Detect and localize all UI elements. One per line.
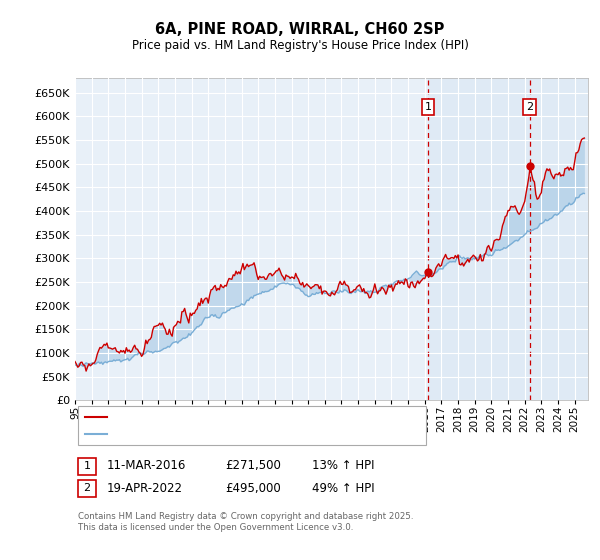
Text: £495,000: £495,000 xyxy=(225,482,281,495)
Text: 2: 2 xyxy=(526,102,533,112)
Text: 2: 2 xyxy=(83,483,91,493)
Text: 6A, PINE ROAD, WIRRAL, CH60 2SP: 6A, PINE ROAD, WIRRAL, CH60 2SP xyxy=(155,22,445,38)
Text: 49% ↑ HPI: 49% ↑ HPI xyxy=(312,482,374,495)
Text: 6A, PINE ROAD, WIRRAL, CH60 2SP (detached house): 6A, PINE ROAD, WIRRAL, CH60 2SP (detache… xyxy=(112,412,388,422)
Text: Contains HM Land Registry data © Crown copyright and database right 2025.
This d: Contains HM Land Registry data © Crown c… xyxy=(78,512,413,532)
Text: 13% ↑ HPI: 13% ↑ HPI xyxy=(312,459,374,473)
Bar xyxy=(428,78,600,400)
Text: £271,500: £271,500 xyxy=(225,459,281,473)
Text: HPI: Average price, detached house, Wirral: HPI: Average price, detached house, Wirr… xyxy=(112,429,335,439)
Text: 1: 1 xyxy=(424,102,431,112)
Text: 1: 1 xyxy=(83,461,91,471)
Text: 19-APR-2022: 19-APR-2022 xyxy=(107,482,183,495)
Text: 11-MAR-2016: 11-MAR-2016 xyxy=(107,459,186,473)
Text: Price paid vs. HM Land Registry's House Price Index (HPI): Price paid vs. HM Land Registry's House … xyxy=(131,39,469,52)
